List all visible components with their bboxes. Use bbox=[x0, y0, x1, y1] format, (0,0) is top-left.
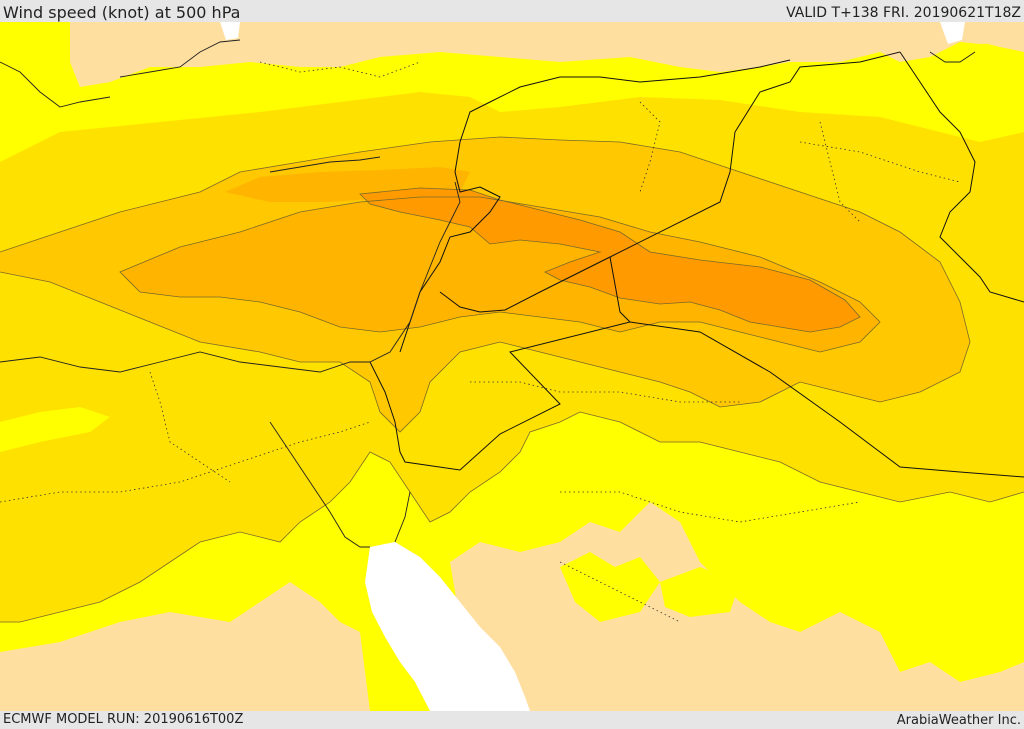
footer-bar: ECMWF MODEL RUN: 20190616T00Z ArabiaWeat… bbox=[0, 711, 1024, 729]
low-wind-southwest bbox=[0, 582, 370, 711]
admin-borders bbox=[0, 61, 961, 623]
header-bar: Wind speed (knot) at 500 hPa VALID T+138… bbox=[0, 0, 1024, 22]
yellow-patch-west bbox=[0, 407, 110, 452]
weather-map bbox=[0, 22, 1024, 711]
yellow-patch-arabia-2 bbox=[660, 567, 740, 617]
map-title: Wind speed (knot) at 500 hPa bbox=[3, 3, 241, 22]
model-run: ECMWF MODEL RUN: 20190616T00Z bbox=[3, 712, 244, 727]
low-wind-north bbox=[70, 22, 1024, 87]
wind-contours bbox=[0, 136, 1024, 623]
country-borders bbox=[369, 51, 1024, 478]
wind-field-orange bbox=[120, 197, 880, 352]
caspian-sea bbox=[940, 22, 965, 44]
map-canvas bbox=[0, 22, 1024, 711]
valid-time: VALID T+138 FRI. 20190621T18Z bbox=[786, 5, 1021, 21]
yellow-patch-arabia bbox=[560, 552, 660, 622]
coastlines bbox=[0, 39, 976, 548]
black-sea-edge bbox=[220, 22, 240, 40]
red-sea bbox=[365, 542, 530, 711]
wind-field-dark-orange bbox=[360, 188, 860, 332]
credit-text: ArabiaWeather Inc. bbox=[896, 713, 1021, 728]
